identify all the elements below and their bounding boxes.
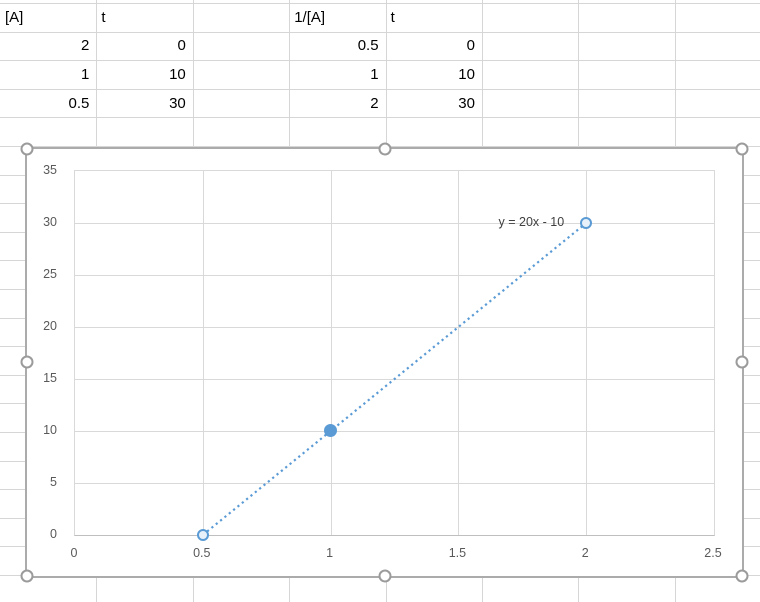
x-tick-label[interactable]: 2 xyxy=(581,545,589,560)
selection-handle-bottom-left[interactable] xyxy=(20,569,34,582)
spreadsheet-cell[interactable]: 2 xyxy=(370,94,379,112)
spreadsheet-cell[interactable]: 1 xyxy=(81,65,90,83)
spreadsheet-cell[interactable]: 30 xyxy=(169,94,186,112)
plot-gridline-vertical xyxy=(586,170,588,535)
spreadsheet-cell[interactable]: 10 xyxy=(458,65,475,83)
selection-handle-bottom-right[interactable] xyxy=(735,569,749,582)
x-tick-label[interactable]: 0.5 xyxy=(193,545,211,560)
y-tick-label[interactable]: 10 xyxy=(43,422,57,437)
spreadsheet-cell[interactable]: 0 xyxy=(177,37,186,55)
y-tick-label[interactable]: 30 xyxy=(43,214,57,229)
plot-gridline-horizontal xyxy=(75,222,714,224)
plot-gridline-vertical xyxy=(458,170,460,535)
y-tick-label[interactable]: 15 xyxy=(43,370,57,385)
selection-handle-top-left[interactable] xyxy=(20,142,34,155)
spreadsheet-cell[interactable]: t xyxy=(101,8,106,26)
data-point-marker[interactable] xyxy=(580,216,593,229)
y-tick-label[interactable]: 0 xyxy=(50,526,57,541)
selection-handle-middle-right[interactable] xyxy=(735,355,749,369)
x-tick-label[interactable]: 2.5 xyxy=(704,545,722,560)
plot-gridline-vertical xyxy=(202,170,204,535)
selection-handle-bottom-middle[interactable] xyxy=(378,569,391,582)
spreadsheet-cell[interactable]: 10 xyxy=(169,65,186,83)
x-tick-label[interactable]: 1.5 xyxy=(448,545,467,560)
spreadsheet-cell[interactable]: 0.5 xyxy=(357,37,379,55)
sheet-gridline xyxy=(0,88,760,90)
data-point-marker[interactable] xyxy=(196,528,209,541)
sheet-gridline xyxy=(0,60,760,62)
spreadsheet-cell[interactable]: 2 xyxy=(81,37,90,55)
trendline-equation-label[interactable]: y = 20x - 10 xyxy=(498,214,565,229)
spreadsheet-cell[interactable]: 1 xyxy=(370,65,379,83)
y-tick-label[interactable]: 25 xyxy=(43,266,57,281)
plot-gridline-horizontal xyxy=(75,482,714,484)
y-tick-label[interactable]: 5 xyxy=(50,474,57,489)
sheet-gridline xyxy=(0,31,760,33)
spreadsheet-cell[interactable]: t xyxy=(390,8,395,26)
plot-gridline-horizontal xyxy=(75,326,714,328)
sheet-gridline xyxy=(0,3,760,4)
plot-gridline-horizontal xyxy=(75,430,714,432)
x-tick-label[interactable]: 1 xyxy=(326,545,334,560)
spreadsheet-cell[interactable]: 30 xyxy=(458,94,475,112)
sheet-gridline xyxy=(0,117,760,119)
plot-gridline-vertical xyxy=(330,170,332,535)
plot-area xyxy=(74,169,715,541)
selection-handle-top-middle[interactable] xyxy=(378,142,391,155)
chart-container[interactable]: 0 5 10 15 20 25 30 35 0 0.5 1 1.5 2 2.5 y = 20x - 10 xyxy=(20,142,749,582)
y-tick-label[interactable]: 35 xyxy=(43,162,57,177)
spreadsheet-cell[interactable]: 0 xyxy=(466,37,475,55)
selection-handle-middle-left[interactable] xyxy=(20,355,34,369)
spreadsheet-cell[interactable]: 1/[A] xyxy=(294,8,326,26)
selection-handle-top-right[interactable] xyxy=(735,142,749,155)
x-tick-label[interactable]: 0 xyxy=(70,545,78,560)
y-tick-label[interactable]: 20 xyxy=(43,318,57,333)
trendline[interactable] xyxy=(75,171,714,536)
data-point-marker[interactable] xyxy=(324,424,338,437)
plot-gridline-horizontal xyxy=(75,274,714,276)
spreadsheet-cell[interactable]: 0.5 xyxy=(68,94,90,112)
spreadsheet-cell[interactable]: [A] xyxy=(5,8,24,26)
